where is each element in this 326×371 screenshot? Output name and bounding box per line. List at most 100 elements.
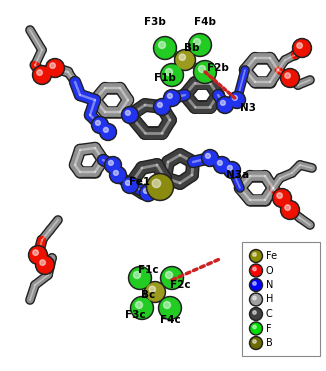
Circle shape [217,160,222,165]
Circle shape [282,202,298,218]
Circle shape [249,264,262,277]
Circle shape [103,128,108,132]
Circle shape [154,36,176,59]
Circle shape [146,174,173,200]
Circle shape [141,186,155,200]
Text: B: B [266,338,273,348]
Text: Fe: Fe [266,251,277,261]
Circle shape [228,165,232,170]
Text: N3a: N3a [227,170,250,180]
Text: Bc: Bc [141,290,155,300]
Circle shape [126,111,130,115]
Circle shape [40,260,45,265]
Circle shape [160,266,184,289]
Circle shape [123,108,137,122]
Circle shape [216,96,233,114]
Circle shape [174,49,196,70]
Circle shape [253,340,256,343]
Circle shape [162,268,182,288]
Circle shape [36,256,54,275]
Circle shape [34,67,50,83]
Circle shape [101,125,115,139]
Circle shape [106,158,120,172]
Text: F1c: F1c [138,265,158,275]
Text: H: H [266,295,274,305]
Circle shape [155,100,169,114]
Text: F1b: F1b [154,73,176,83]
Circle shape [249,250,262,263]
Circle shape [33,250,38,255]
Circle shape [195,62,215,82]
Circle shape [160,63,184,86]
Text: O: O [266,266,274,276]
Text: F3b: F3b [144,17,166,27]
Circle shape [292,39,312,58]
Circle shape [190,35,210,55]
Circle shape [50,63,55,68]
Text: F: F [266,324,272,334]
Circle shape [232,95,237,100]
Circle shape [251,280,261,290]
Circle shape [164,302,170,309]
Circle shape [280,200,300,220]
Text: F4c: F4c [160,315,180,325]
Circle shape [274,190,290,206]
Circle shape [214,157,230,174]
Circle shape [179,54,185,60]
Circle shape [194,39,200,46]
Text: F3c: F3c [125,310,145,320]
Circle shape [128,266,152,289]
Circle shape [152,179,161,188]
Circle shape [199,66,205,72]
FancyBboxPatch shape [242,242,320,356]
Circle shape [249,279,262,292]
Circle shape [297,43,303,48]
Circle shape [282,70,298,86]
Circle shape [143,188,148,193]
Circle shape [113,170,118,175]
Circle shape [194,60,216,83]
Circle shape [251,295,261,305]
Circle shape [109,160,113,165]
Circle shape [149,286,156,292]
Circle shape [205,154,210,158]
Circle shape [218,98,232,112]
Circle shape [215,158,229,172]
Circle shape [47,60,63,76]
Circle shape [140,184,156,201]
Text: Bb: Bb [184,43,200,53]
Circle shape [105,157,122,174]
Circle shape [229,92,245,108]
Circle shape [37,257,53,273]
Circle shape [158,296,182,319]
Circle shape [158,42,166,49]
Circle shape [253,296,256,300]
Circle shape [157,102,162,107]
Circle shape [249,293,262,306]
Circle shape [130,268,150,288]
Circle shape [162,65,182,85]
Circle shape [273,188,291,207]
Circle shape [30,247,46,263]
Circle shape [144,282,166,302]
Circle shape [148,175,172,199]
Circle shape [168,93,172,98]
Circle shape [166,69,172,76]
Circle shape [96,121,100,125]
Circle shape [130,296,154,319]
Circle shape [285,205,290,210]
Circle shape [251,338,261,348]
Circle shape [165,91,179,105]
Circle shape [280,69,300,88]
Circle shape [253,282,256,285]
Circle shape [225,163,239,177]
Circle shape [220,101,225,105]
Text: F4b: F4b [194,17,216,27]
Circle shape [230,93,244,107]
Circle shape [253,253,256,256]
Circle shape [277,193,282,198]
Circle shape [111,168,125,182]
Circle shape [122,177,139,194]
Circle shape [28,246,48,265]
Circle shape [136,302,142,309]
